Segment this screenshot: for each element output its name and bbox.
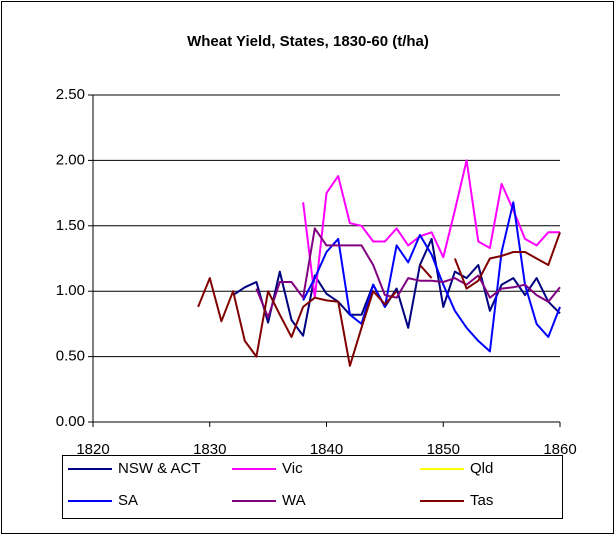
series-line [302,201,561,353]
series-line [232,237,561,337]
legend-label: SA [118,492,138,509]
legend-label: Qld [470,460,493,477]
legend-box [62,455,563,519]
y-tick-label: 1.50 [56,217,85,234]
series-line [302,159,560,299]
legend-label: Tas [470,492,493,509]
y-tick-label: 1.00 [56,282,85,299]
y-tick-label: 2.00 [56,151,85,168]
x-tick-label: 1850 [427,441,460,458]
series-line [197,231,561,367]
x-tick-label: 1830 [193,441,226,458]
legend-label: Vic [282,460,303,477]
y-tick-label: 2.50 [56,86,85,103]
x-tick-label: 1840 [310,441,343,458]
legend-label: NSW & ACT [118,460,201,477]
x-tick-label: 1820 [76,441,109,458]
x-tick-label: 1860 [543,441,576,458]
legend-label: WA [282,492,306,509]
y-tick-label: 0.00 [56,413,85,430]
series-line [255,227,561,319]
y-tick-label: 0.50 [56,348,85,365]
chart-title: Wheat Yield, States, 1830-60 (t/ha) [187,33,429,50]
